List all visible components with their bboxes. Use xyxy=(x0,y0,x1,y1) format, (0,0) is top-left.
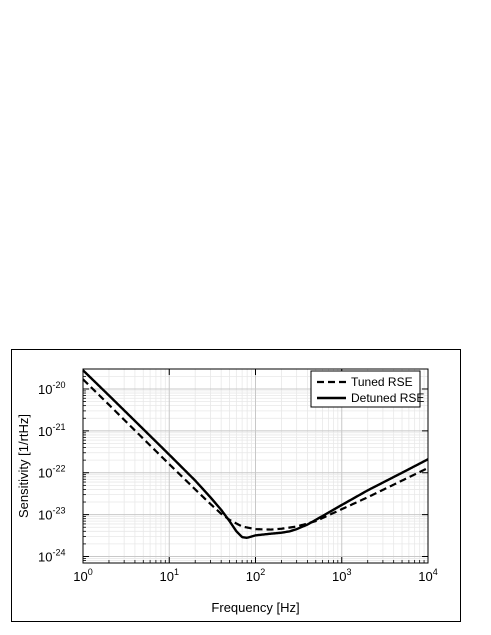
y-tick-label: 10-22 xyxy=(38,464,65,481)
legend-label-tuned: Tuned RSE xyxy=(351,375,413,389)
figure-frame: 100 101 102 103 104 10-20 10-21 10-22 10-23 10-2… xyxy=(11,349,461,622)
series-layer xyxy=(82,369,429,539)
x-tick-label: 104 xyxy=(418,567,437,584)
x-tick-label: 102 xyxy=(246,567,265,584)
series-line-detuned-rse xyxy=(82,369,429,539)
x-axis-label: Frequency [Hz] xyxy=(211,600,299,615)
legend: Tuned RSE Detuned RSE xyxy=(310,370,424,408)
y-tick-label: 10-24 xyxy=(38,548,65,565)
series-line-tuned-rse xyxy=(82,378,429,531)
legend-box xyxy=(310,370,421,408)
y-tick-label: 10-21 xyxy=(38,422,65,439)
x-tick-label: 100 xyxy=(73,567,92,584)
chart: 100 101 102 103 104 10-2010-2110-2210-2310-2… xyxy=(16,368,438,615)
axis-ticks xyxy=(82,368,428,564)
y-tick-label: 10-20 xyxy=(38,380,65,397)
x-tick-labels: 100 101 102 103 104 xyxy=(73,567,437,584)
y-tick-labels: 10-20 10-21 10-22 10-23 10-24 xyxy=(38,380,65,565)
x-tick-label: 103 xyxy=(332,567,351,584)
y-axis-label: Sensitivity [1/rtHz] xyxy=(16,414,31,518)
x-tick-label: 101 xyxy=(160,567,179,584)
y-tick-label: 10-23 xyxy=(38,506,65,523)
legend-label-detuned: Detuned RSE xyxy=(351,391,424,405)
